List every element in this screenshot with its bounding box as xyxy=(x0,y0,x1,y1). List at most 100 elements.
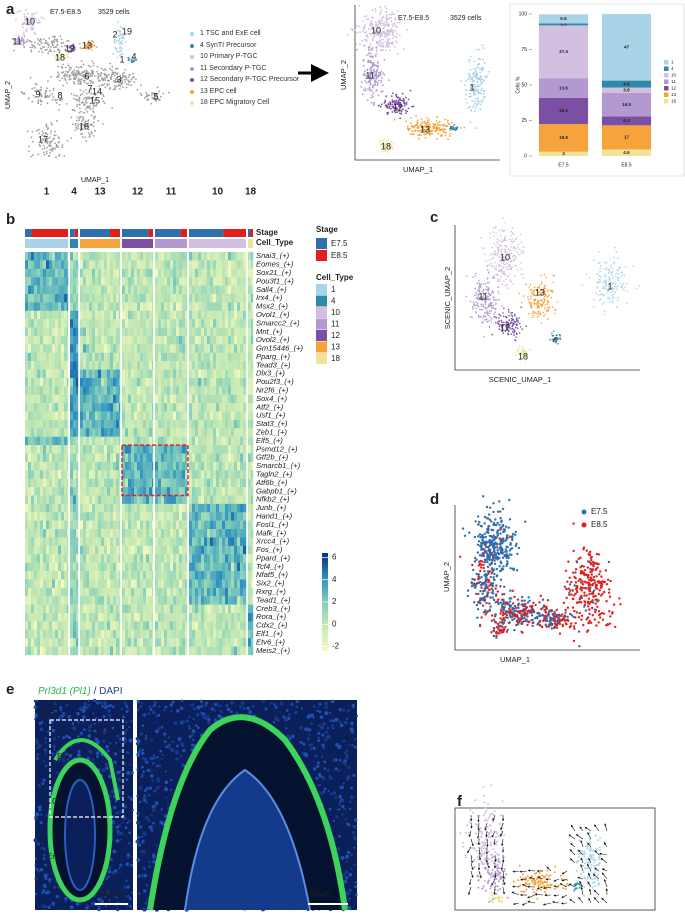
heatmap-cell xyxy=(222,403,226,412)
heatmap-cell xyxy=(161,411,165,421)
heatmap-cell xyxy=(237,487,241,496)
cell-point xyxy=(31,24,33,27)
heatmap-cell xyxy=(243,344,247,353)
heatmap-cell xyxy=(28,520,32,530)
cell-point xyxy=(97,75,99,78)
cell-point xyxy=(482,67,485,69)
heatmap-cell xyxy=(104,377,108,387)
cell-point xyxy=(45,139,48,142)
heatmap-cell xyxy=(31,361,35,370)
heatmap-cell xyxy=(104,445,108,454)
heatmap-cell xyxy=(122,403,126,412)
heatmap-cell xyxy=(231,277,235,286)
cell-point xyxy=(467,78,470,81)
heatmap-cell xyxy=(234,529,238,538)
cell-point xyxy=(465,93,467,96)
heatmap-cell xyxy=(234,503,238,513)
heatmap-cell xyxy=(167,411,171,421)
cell-point xyxy=(94,92,96,95)
heatmap-cell xyxy=(92,344,96,353)
heatmap-cell xyxy=(198,293,202,303)
cell-point xyxy=(37,89,40,91)
heatmap-cell xyxy=(201,495,205,505)
heatmap-cell xyxy=(119,319,121,328)
cell-point xyxy=(388,13,391,16)
heatmap-cell xyxy=(113,428,117,437)
heatmap-cell xyxy=(25,520,29,530)
heatmap-cell xyxy=(134,545,138,555)
cell-point xyxy=(411,105,413,108)
heatmap-cell xyxy=(216,411,220,421)
heatmap-cell xyxy=(248,562,252,572)
heatmap-cell xyxy=(243,352,247,362)
heatmap-cell xyxy=(204,419,208,429)
cell-point xyxy=(81,71,83,74)
cell-point xyxy=(372,62,374,65)
heatmap-cell xyxy=(161,529,165,538)
heatmap-cell xyxy=(213,571,217,580)
cell-point xyxy=(473,94,475,96)
heatmap-cell xyxy=(225,512,229,521)
heatmap-cell xyxy=(231,520,235,530)
heatmap-cell xyxy=(164,377,168,387)
heatmap-cell xyxy=(128,554,132,563)
heatmap-cell xyxy=(25,252,29,261)
cell-point xyxy=(477,63,480,65)
cell-point xyxy=(351,29,354,32)
heatmap-cell xyxy=(31,436,35,446)
heatmap-cell xyxy=(182,537,186,547)
heatmap-cell xyxy=(140,352,144,362)
heatmap-cell xyxy=(104,361,108,370)
stage-strip xyxy=(74,229,78,237)
cell-point xyxy=(30,155,33,158)
cell-point xyxy=(380,70,383,73)
heatmap-cell xyxy=(113,487,117,496)
heatmap-cell xyxy=(237,571,241,580)
heatmap-cell xyxy=(143,428,147,437)
heatmap-cell xyxy=(43,554,47,563)
heatmap-cell xyxy=(237,369,241,379)
heatmap-cell xyxy=(55,377,59,387)
heatmap-cell xyxy=(95,277,99,286)
heatmap-cell xyxy=(146,478,150,488)
heatmap-cell xyxy=(195,470,199,479)
heatmap-cell xyxy=(55,571,59,580)
cluster-label: 10 xyxy=(25,16,35,26)
heatmap-cell xyxy=(43,571,47,580)
y-axis-label: Cells % xyxy=(515,76,521,94)
heatmap-cell xyxy=(49,428,53,437)
cell-point xyxy=(113,85,116,87)
heatmap-cell xyxy=(248,252,252,261)
heatmap-cell xyxy=(195,319,199,328)
heatmap-cell xyxy=(28,579,32,589)
heatmap-cell xyxy=(61,361,65,370)
cell-point xyxy=(53,134,56,137)
heatmap-cell xyxy=(176,327,180,337)
heatmap-cell xyxy=(89,428,93,437)
heatmap-cell xyxy=(89,478,93,488)
heatmap-cell xyxy=(110,252,114,261)
heatmap-cell xyxy=(116,571,120,580)
heatmap-cell xyxy=(251,386,254,395)
heatmap-cell xyxy=(158,335,162,345)
heatmap-cell xyxy=(119,361,121,370)
heatmap-cell xyxy=(243,403,247,412)
heatmap-cell xyxy=(107,252,111,261)
heatmap-cell xyxy=(204,529,208,538)
heatmap-cell xyxy=(185,302,188,311)
cell-point xyxy=(30,19,33,22)
heatmap-cell xyxy=(140,361,144,370)
heatmap-cell xyxy=(185,537,188,547)
heatmap-cell xyxy=(185,344,188,353)
heatmap-cell xyxy=(107,545,111,555)
heatmap-cell xyxy=(116,352,120,362)
cell-point xyxy=(362,74,365,76)
y-tick-label: 50 xyxy=(521,82,527,88)
heatmap-cell xyxy=(225,554,229,563)
heatmap-cell xyxy=(234,419,238,429)
heatmap-cell xyxy=(167,495,171,505)
cell-point xyxy=(119,85,122,88)
heatmap-cell xyxy=(101,310,105,320)
heatmap-cell xyxy=(116,327,120,337)
cell-point xyxy=(68,76,71,79)
